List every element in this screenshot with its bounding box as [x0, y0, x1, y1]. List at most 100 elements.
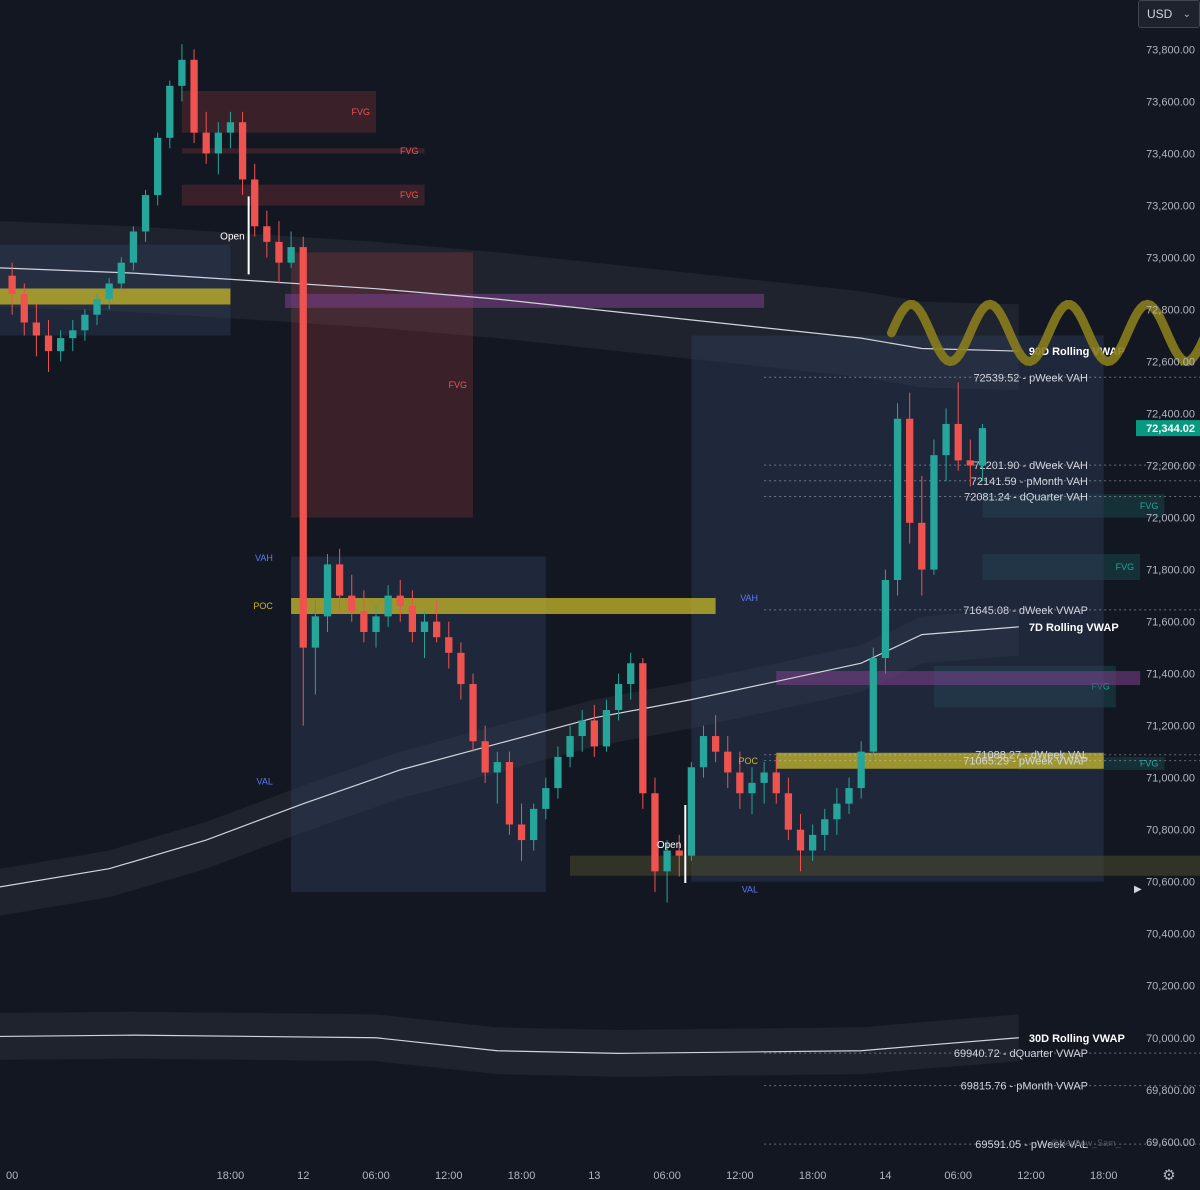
fvg-label: FVG — [351, 107, 370, 117]
candle-body — [360, 611, 368, 633]
candle-body — [602, 710, 611, 747]
candle-body — [869, 658, 877, 752]
y-axis-tick-label: 72,200.00 — [1146, 461, 1195, 473]
candle-body — [141, 195, 150, 232]
profile-label: VAL — [257, 777, 273, 787]
axis-layer: 73,800.00 73,600.00 73,400.00 73,200.00 73,0… — [6, 44, 1200, 1182]
candle-body — [287, 247, 295, 263]
candle-body — [238, 122, 247, 180]
candle-body — [542, 788, 550, 809]
candle-body — [154, 137, 162, 196]
key-level-label: 72141.59 - pMonth VAH — [971, 476, 1088, 488]
candle-body — [906, 418, 914, 523]
vwap-band — [0, 1011, 1019, 1077]
candle-body — [639, 663, 647, 794]
candle-body — [711, 736, 720, 752]
key-level-label: 69591.05 - pWeek VAL — [975, 1139, 1088, 1151]
candle-body — [93, 299, 101, 315]
candle-body — [918, 522, 926, 570]
candle-body — [299, 247, 307, 648]
candle-body — [275, 241, 283, 263]
y-axis-tick-label: 72,600.00 — [1146, 357, 1195, 369]
candle-body — [178, 59, 186, 86]
candle-body — [469, 684, 477, 742]
candle-body — [408, 606, 417, 633]
candle-body — [69, 330, 77, 339]
scroll-to-realtime-icon[interactable]: ▶ — [1134, 884, 1142, 895]
candle-body — [445, 637, 453, 653]
candle-body — [881, 580, 890, 659]
y-axis-tick-label: 72,400.00 — [1146, 409, 1195, 421]
candle-body — [578, 720, 586, 737]
candle-body — [796, 829, 805, 851]
candle-body — [857, 751, 865, 789]
key-level-label: 71065.29 - pWeek VWAP — [963, 756, 1088, 768]
y-axis-tick-label: 73,600.00 — [1146, 96, 1195, 108]
rolling-vwap-label: 30D Rolling VWAP — [1029, 1033, 1125, 1045]
candle-body — [893, 418, 902, 580]
key-level-label: 71645.08 - dWeek VWAP — [963, 605, 1088, 617]
x-axis-tick-label: 12:00 — [435, 1170, 463, 1182]
x-axis-tick-label: 18:00 — [799, 1170, 827, 1182]
fvg-label: FVG — [1140, 501, 1159, 511]
rolling-vwap-line — [0, 1034, 1019, 1054]
candle-body — [978, 428, 987, 466]
candle-body — [554, 756, 562, 789]
candle-body — [493, 762, 501, 773]
gear-icon[interactable]: ⚙ — [1162, 1167, 1176, 1184]
y-axis-tick-label: 69,600.00 — [1146, 1137, 1195, 1149]
y-axis-tick-label: 70,200.00 — [1146, 981, 1195, 993]
candlestick-layer — [8, 44, 987, 903]
profile-label: VAH — [740, 593, 758, 603]
candle-body — [530, 808, 538, 841]
key-level-label: 72081.24 - dQuarter VAH — [964, 491, 1088, 503]
candle-body — [129, 231, 138, 263]
fvg-zone — [982, 553, 1141, 580]
candle-body — [699, 736, 708, 768]
olive-zone — [570, 855, 1200, 876]
candle-body — [772, 772, 780, 794]
profile-label: POC — [253, 601, 273, 611]
candle-body — [687, 767, 695, 856]
purple-zone — [776, 671, 1141, 686]
volume-profile-layer — [0, 244, 1200, 893]
x-axis-tick-label: 12 — [297, 1170, 309, 1182]
candle-body — [263, 226, 271, 242]
candle-body — [566, 736, 574, 757]
candle-body — [117, 262, 125, 284]
candle-body — [20, 293, 28, 323]
currency-label: USD — [1147, 7, 1173, 21]
key-level-label: 69940.72 - dQuarter VWAP — [954, 1048, 1088, 1060]
candle-body — [590, 720, 598, 747]
purple-zone — [285, 293, 765, 308]
candle-body — [930, 455, 938, 570]
candle-body — [517, 824, 526, 841]
currency-selector[interactable]: USD ⌄ — [1138, 0, 1200, 28]
current-price-label: 72,344.02 — [1146, 423, 1195, 435]
profile-label: VAL — [742, 885, 758, 895]
fvg-zone — [982, 494, 1165, 518]
candle-body — [105, 283, 113, 300]
session-open-label: Open — [657, 840, 681, 851]
candle-body — [833, 803, 841, 820]
y-axis-tick-label: 69,800.00 — [1146, 1085, 1195, 1097]
fvg-label: FVG — [449, 380, 468, 390]
y-axis-tick-label: 71,000.00 — [1146, 773, 1195, 785]
candle-body — [481, 741, 489, 773]
candle-body — [57, 338, 65, 352]
candle-body — [614, 684, 623, 711]
x-axis-tick-label: 00 — [6, 1170, 18, 1182]
y-axis-tick-label: 71,600.00 — [1146, 617, 1195, 629]
fvg-zone — [181, 184, 425, 206]
candle-body — [627, 663, 635, 685]
y-axis-tick-label: 72,000.00 — [1146, 513, 1195, 525]
fvg-label: FVG — [1140, 758, 1159, 768]
candle-body — [8, 275, 16, 294]
candle-body — [809, 834, 817, 851]
candle-body — [32, 322, 41, 336]
candle-body — [821, 819, 829, 835]
x-axis-tick-label: 18:00 — [1090, 1170, 1118, 1182]
candle-body — [457, 652, 465, 685]
key-level-label: 72201.90 - dWeek VAH — [973, 460, 1088, 472]
